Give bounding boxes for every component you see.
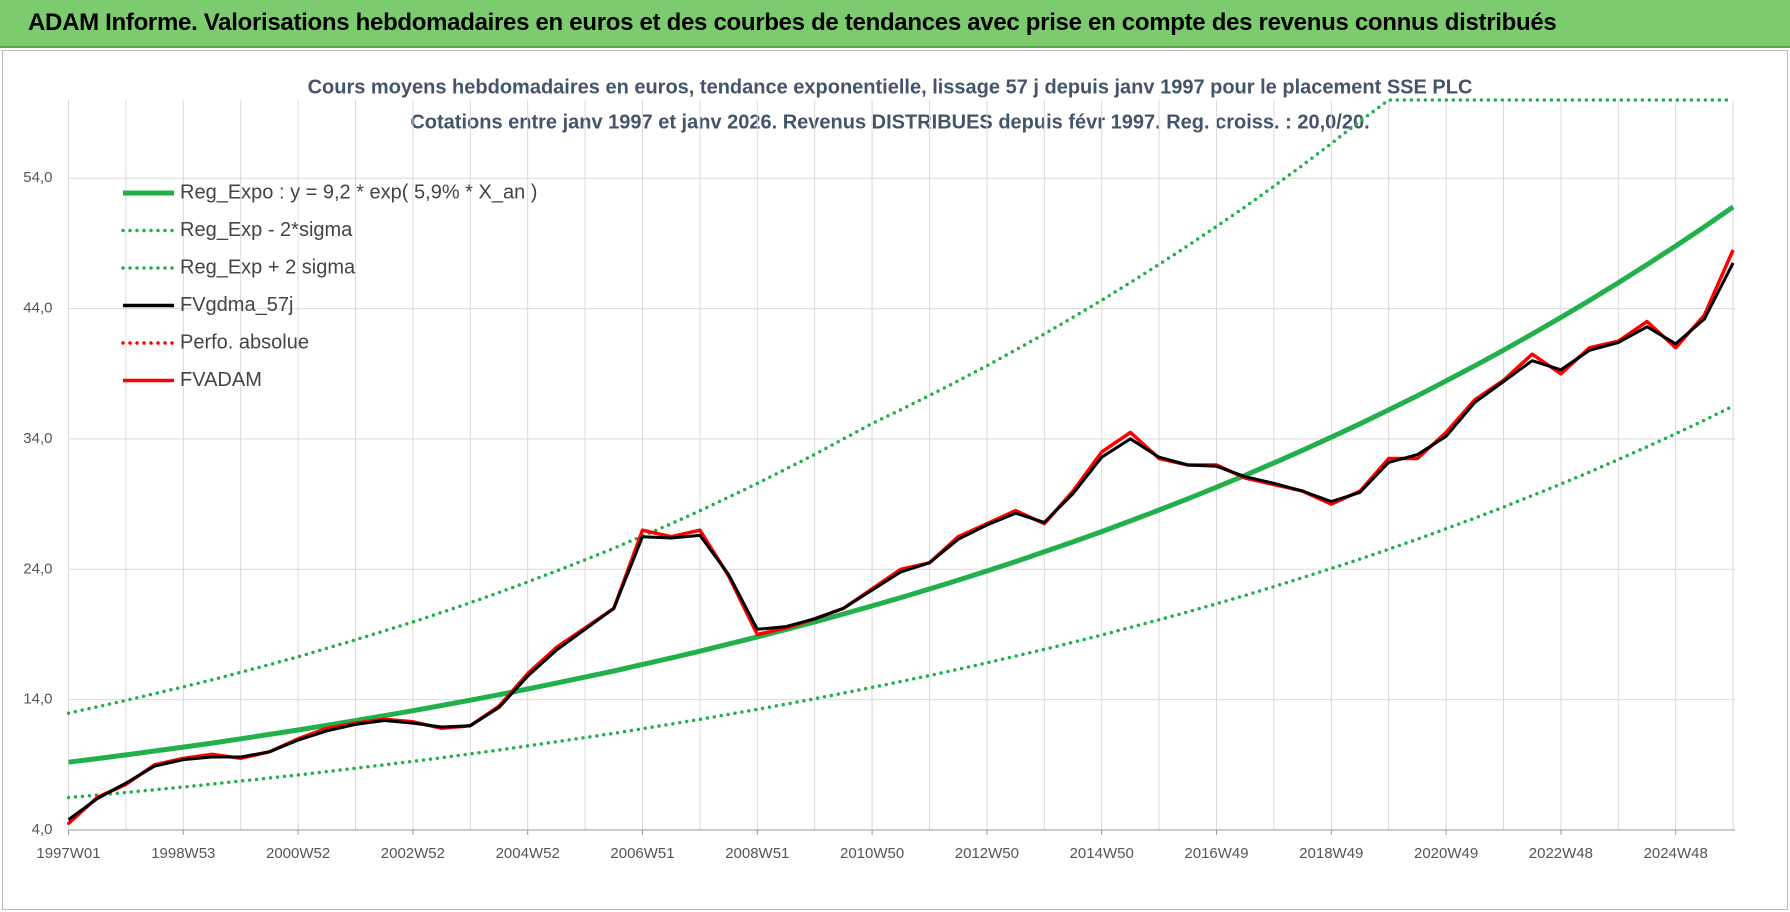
x-tick-label: 2008W51: [725, 845, 789, 862]
y-tick-label: 24,0: [23, 560, 52, 577]
x-tick-label: 2004W52: [496, 845, 560, 862]
chart-subtitle: Cotations entre janv 1997 et janv 2026. …: [410, 111, 1369, 133]
series-line: [67, 248, 1735, 825]
legend-label: Reg_Exp + 2 sigma: [180, 256, 356, 278]
legend-label: FVgdma_57j: [180, 294, 293, 316]
x-tick-label: 2006W51: [610, 845, 674, 862]
x-tick-label: 2010W50: [840, 845, 904, 862]
x-tick-label: 2012W50: [955, 845, 1019, 862]
series-line: [66, 98, 1735, 715]
y-tick-label: 44,0: [23, 300, 52, 317]
x-tick-label: 2002W52: [381, 845, 445, 862]
x-tick-label: 2020W49: [1414, 845, 1478, 862]
series-line: [67, 262, 1735, 821]
banner: ADAM Informe. Valorisations hebdomadaire…: [0, 0, 1790, 48]
banner-title: ADAM Informe. Valorisations hebdomadaire…: [28, 9, 1557, 36]
chart-title: Cours moyens hebdomadaires en euros, ten…: [308, 76, 1473, 98]
x-tick-label: 1997W01: [36, 845, 100, 862]
x-tick-label: 1998W53: [151, 845, 215, 862]
y-tick-label: 4,0: [32, 821, 53, 838]
x-tick-label: 2018W49: [1299, 845, 1363, 862]
x-tick-label: 2022W48: [1529, 845, 1593, 862]
x-tick-label: 2024W48: [1644, 845, 1708, 862]
x-tick-label: 2014W50: [1070, 845, 1134, 862]
series-line: [68, 204, 1735, 765]
y-tick-label: 54,0: [23, 169, 52, 186]
legend-label: FVADAM: [180, 369, 262, 391]
y-tick-label: 34,0: [23, 430, 52, 447]
legend-label: Reg_Expo : y = 9,2 * exp( 5,9% * X_an ): [180, 181, 537, 203]
x-tick-label: 2000W52: [266, 845, 330, 862]
legend-label: Perfo. absolue: [180, 331, 309, 353]
x-tick-label: 2016W49: [1184, 845, 1248, 862]
y-tick-label: 14,0: [23, 691, 52, 708]
series-line: [67, 249, 1735, 825]
series-line: [66, 404, 1735, 800]
legend-label: Reg_Exp - 2*sigma: [180, 219, 353, 241]
chart-frame: [2, 50, 1788, 910]
